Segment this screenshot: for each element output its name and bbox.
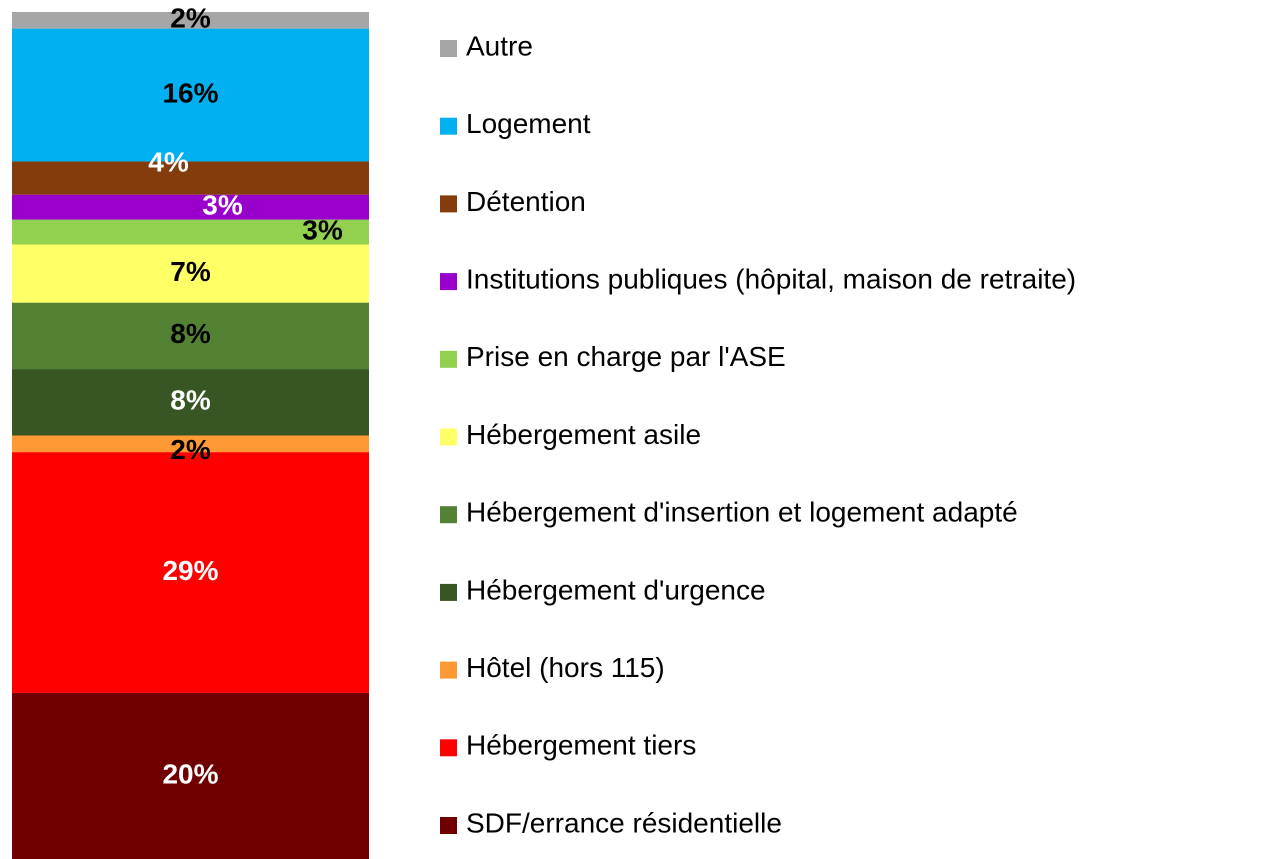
legend-label: Prise en charge par l'ASE bbox=[466, 341, 786, 372]
bar-segment bbox=[12, 244, 369, 303]
legend-label: SDF/errance résidentielle bbox=[466, 807, 782, 838]
data-label: 7% bbox=[170, 256, 211, 287]
bar-segment bbox=[12, 194, 369, 220]
bar-segment bbox=[12, 161, 369, 195]
bar-segment bbox=[12, 219, 369, 245]
legend-label: Hébergement tiers bbox=[466, 730, 696, 761]
legend-label: Hébergement d'insertion et logement adap… bbox=[466, 497, 1018, 528]
data-label: 3% bbox=[302, 214, 343, 245]
legend-label: Hébergement asile bbox=[466, 419, 701, 450]
data-label: 20% bbox=[162, 758, 218, 789]
legend-label: Logement bbox=[466, 108, 591, 139]
data-label: 8% bbox=[170, 318, 211, 349]
bar-segment bbox=[12, 692, 369, 859]
legend-label: Autre bbox=[466, 30, 533, 61]
legend-label: Hébergement d'urgence bbox=[466, 574, 766, 605]
legend-swatch bbox=[440, 739, 457, 757]
bar-segment bbox=[12, 452, 369, 693]
legend-swatch bbox=[440, 661, 457, 679]
legend-label: Hôtel (hors 115) bbox=[466, 652, 665, 683]
data-label: 2% bbox=[170, 3, 211, 34]
legend-swatch bbox=[440, 583, 457, 601]
data-label: 3% bbox=[202, 190, 243, 221]
legend-swatch bbox=[440, 506, 457, 524]
legend-swatch bbox=[440, 350, 457, 368]
legend-swatch bbox=[440, 817, 457, 834]
data-label: 8% bbox=[170, 385, 211, 416]
legend-swatch bbox=[440, 117, 457, 135]
legend-swatch bbox=[440, 273, 457, 291]
legend-swatch bbox=[440, 40, 457, 57]
data-label: 16% bbox=[162, 77, 218, 108]
bar-segment bbox=[12, 12, 369, 29]
data-label: 2% bbox=[170, 434, 211, 465]
legend-swatch bbox=[440, 195, 457, 213]
legend-swatch bbox=[440, 428, 457, 446]
bar-segment bbox=[12, 369, 369, 436]
data-label: 29% bbox=[162, 555, 218, 586]
bar-segment bbox=[12, 302, 369, 370]
bar-segment bbox=[12, 435, 369, 453]
legend-label: Détention bbox=[466, 186, 586, 217]
bar-segment bbox=[12, 28, 369, 162]
data-label: 4% bbox=[148, 146, 189, 177]
legend-label: Institutions publiques (hôpital, maison … bbox=[466, 263, 1076, 294]
